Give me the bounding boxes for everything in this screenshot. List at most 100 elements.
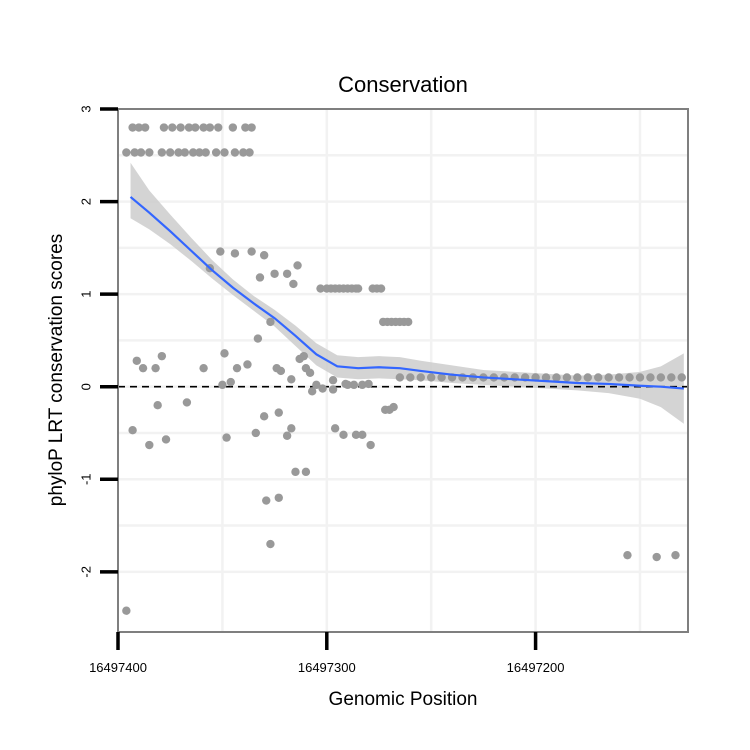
data-point <box>541 373 551 382</box>
data-point <box>635 373 645 382</box>
data-point <box>128 123 137 132</box>
data-point <box>122 148 131 157</box>
data-point <box>305 368 315 378</box>
data-point <box>364 379 373 389</box>
data-point <box>287 424 296 433</box>
data-point <box>426 373 436 382</box>
data-point <box>220 349 229 358</box>
y-tick-label: -2 <box>78 566 93 578</box>
data-point <box>276 366 286 376</box>
data-point <box>339 430 348 440</box>
chart-title: Conservation <box>338 72 468 97</box>
data-point <box>184 123 194 132</box>
data-point <box>218 380 227 390</box>
data-point <box>312 380 321 390</box>
data-point <box>174 148 183 157</box>
data-point <box>145 148 154 157</box>
data-point <box>677 373 686 382</box>
data-point <box>128 426 137 435</box>
data-point <box>656 373 666 382</box>
data-point <box>266 539 275 549</box>
data-point <box>274 493 283 502</box>
data-point <box>667 373 676 382</box>
data-point <box>604 373 613 382</box>
data-point <box>274 408 283 417</box>
data-point <box>282 431 292 440</box>
data-point <box>349 380 359 390</box>
data-point <box>289 279 298 289</box>
data-point <box>151 363 160 373</box>
data-point <box>291 467 300 477</box>
data-point <box>239 148 248 157</box>
data-point <box>245 148 254 157</box>
x-axis-label: Genomic Position <box>329 689 478 710</box>
data-point <box>301 467 311 477</box>
data-point <box>395 373 405 382</box>
data-point <box>259 251 269 260</box>
data-point <box>122 606 131 615</box>
y-tick-label: 0 <box>78 383 93 390</box>
data-point <box>437 373 446 382</box>
y-tick-label: 2 <box>78 198 93 205</box>
data-point <box>328 385 338 394</box>
data-point <box>157 351 167 361</box>
data-point <box>216 247 225 256</box>
data-point <box>180 148 190 157</box>
data-point <box>138 363 148 373</box>
data-point <box>251 428 261 438</box>
data-point <box>293 261 302 270</box>
data-point <box>652 552 661 562</box>
data-point <box>583 373 592 382</box>
data-point <box>358 380 367 390</box>
scatter-points <box>122 123 686 615</box>
data-point <box>220 148 229 157</box>
data-point <box>416 373 425 382</box>
data-point <box>226 377 235 387</box>
data-point <box>230 249 240 258</box>
data-point <box>134 123 144 132</box>
data-point <box>404 317 413 327</box>
data-point <box>188 148 198 157</box>
data-point <box>201 148 210 157</box>
data-point <box>161 435 171 444</box>
data-point <box>318 384 327 393</box>
data-point <box>247 247 256 256</box>
data-point <box>199 363 208 373</box>
data-point <box>157 148 167 157</box>
data-point <box>165 148 175 157</box>
data-point <box>307 387 317 396</box>
plot-frame <box>117 108 689 633</box>
data-point <box>614 373 624 382</box>
data-point <box>222 433 231 442</box>
data-point <box>247 123 256 132</box>
smooth-line <box>129 196 684 390</box>
data-point <box>232 363 242 373</box>
x-tick-label: 16497200 <box>507 660 565 675</box>
y-tick-label: 3 <box>78 105 93 112</box>
y-axis-label: phyloP LRT conservation scores <box>46 234 67 507</box>
data-point <box>282 269 292 278</box>
data-point <box>243 360 252 369</box>
data-point <box>153 401 162 410</box>
data-point <box>406 373 415 382</box>
data-point <box>168 123 177 132</box>
data-point <box>358 430 367 440</box>
data-point <box>266 317 275 327</box>
data-point <box>330 424 340 433</box>
data-point <box>253 334 263 343</box>
data-point <box>230 148 240 157</box>
data-point <box>211 148 221 157</box>
data-point <box>343 380 352 390</box>
grid <box>118 109 688 632</box>
data-point <box>130 148 139 157</box>
data-point <box>140 123 150 132</box>
y-tick-label: -1 <box>78 473 93 485</box>
data-point <box>132 356 141 365</box>
data-point <box>594 373 603 382</box>
data-point <box>214 123 223 132</box>
data-point <box>195 148 204 157</box>
data-point <box>136 148 146 157</box>
data-point <box>262 496 271 505</box>
smooth-line-layer <box>129 196 684 390</box>
x-tick-label: 16497400 <box>89 660 147 675</box>
